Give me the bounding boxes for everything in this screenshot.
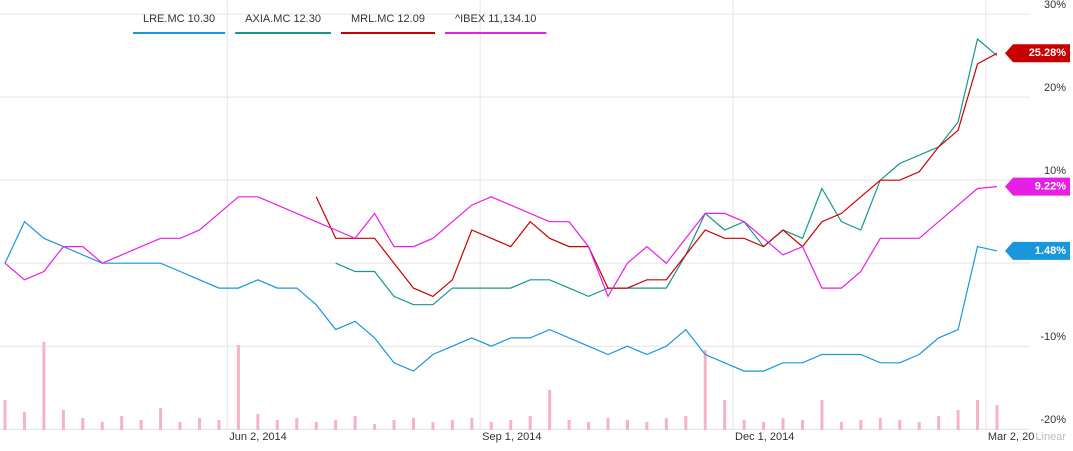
y-tick-label: 30% bbox=[1044, 0, 1066, 11]
volume-bar bbox=[917, 422, 921, 430]
volume-bar bbox=[781, 418, 785, 430]
volume-bar bbox=[353, 416, 357, 430]
legend-label: ^IBEX 11,134.10 bbox=[455, 13, 536, 25]
volume-bar bbox=[217, 420, 221, 430]
volume-bar bbox=[236, 345, 240, 430]
series-line bbox=[315, 52, 998, 298]
end-tag bbox=[1005, 177, 1070, 196]
volume-bar bbox=[976, 400, 980, 430]
volume-bar bbox=[723, 400, 727, 430]
y-tick-label: -20% bbox=[1040, 414, 1066, 426]
volume-bar bbox=[800, 420, 804, 430]
volume-bar bbox=[314, 422, 318, 430]
volume-bar bbox=[120, 416, 124, 430]
x-tick-label: Sep 1, 2014 bbox=[482, 431, 541, 443]
end-tag bbox=[1005, 44, 1070, 63]
volume-bar bbox=[587, 422, 591, 430]
volume-bar bbox=[567, 420, 571, 430]
legend-item[interactable]: MRL.MC 12.09 bbox=[340, 13, 435, 34]
volume-bar bbox=[645, 422, 649, 430]
volume-bar bbox=[762, 422, 766, 430]
volume-bar bbox=[100, 422, 104, 430]
volume-bar bbox=[450, 420, 454, 430]
volume-bar bbox=[275, 420, 279, 430]
y-tick-label: -10% bbox=[1040, 331, 1066, 343]
volume-bar bbox=[548, 390, 552, 430]
volume-bar bbox=[256, 414, 260, 430]
volume-bar bbox=[139, 420, 143, 430]
volume-bar bbox=[898, 420, 902, 430]
volume-bar bbox=[411, 418, 415, 430]
volume-bar bbox=[42, 342, 46, 430]
legend-label: LRE.MC 10.30 bbox=[143, 13, 215, 25]
series-line bbox=[335, 37, 998, 306]
volume-bar bbox=[431, 422, 435, 430]
volume-bar bbox=[820, 400, 824, 430]
volume-bar bbox=[61, 410, 65, 430]
x-tick-label: Jun 2, 2014 bbox=[229, 431, 287, 443]
volume-bar bbox=[178, 422, 182, 430]
x-tick-label: Dec 1, 2014 bbox=[735, 431, 794, 443]
volume-bar bbox=[392, 420, 396, 430]
legend-label: MRL.MC 12.09 bbox=[351, 13, 425, 25]
volume-bar bbox=[22, 412, 26, 430]
volume-bar bbox=[995, 405, 999, 430]
volume-bar bbox=[159, 408, 163, 430]
series-line bbox=[4, 186, 998, 298]
volume-bar bbox=[509, 420, 513, 430]
y-tick-label: 20% bbox=[1044, 82, 1066, 94]
legend-label: AXIA.MC 12.30 bbox=[245, 13, 321, 25]
scale-label: Linear bbox=[1035, 431, 1066, 443]
volume-bar bbox=[956, 410, 960, 430]
volume-bar bbox=[373, 424, 377, 430]
volume-bar bbox=[81, 418, 85, 430]
end-tag bbox=[1005, 241, 1070, 260]
legend-item[interactable]: LRE.MC 10.30 bbox=[133, 13, 226, 34]
volume-bar bbox=[470, 418, 474, 430]
volume-bar bbox=[489, 422, 493, 430]
x-tick-label: Mar 2, 20 bbox=[988, 431, 1034, 443]
volume-bar bbox=[664, 418, 668, 430]
end-tag-label: 25.28% bbox=[1029, 47, 1067, 59]
volume-bar bbox=[606, 418, 610, 430]
volume-bar bbox=[742, 420, 746, 430]
series-line bbox=[4, 220, 998, 372]
volume-bar bbox=[3, 400, 7, 430]
volume-bar bbox=[937, 416, 941, 430]
end-tag-label: 1.48% bbox=[1035, 245, 1066, 257]
volume-bar bbox=[528, 416, 532, 430]
y-tick-label: 10% bbox=[1044, 165, 1066, 177]
volume-bar bbox=[859, 420, 863, 430]
volume-bar bbox=[625, 420, 629, 430]
volume-bar bbox=[295, 418, 299, 430]
volume-bar bbox=[839, 422, 843, 430]
volume-bar bbox=[198, 418, 202, 430]
volume-bar bbox=[703, 350, 707, 430]
legend-item[interactable]: AXIA.MC 12.30 bbox=[235, 13, 331, 34]
volume-bar bbox=[334, 420, 338, 430]
volume-bar bbox=[684, 416, 688, 430]
end-tag-label: 9.22% bbox=[1035, 181, 1066, 193]
volume-bar bbox=[878, 418, 882, 430]
legend-item[interactable]: ^IBEX 11,134.10 bbox=[444, 13, 547, 34]
